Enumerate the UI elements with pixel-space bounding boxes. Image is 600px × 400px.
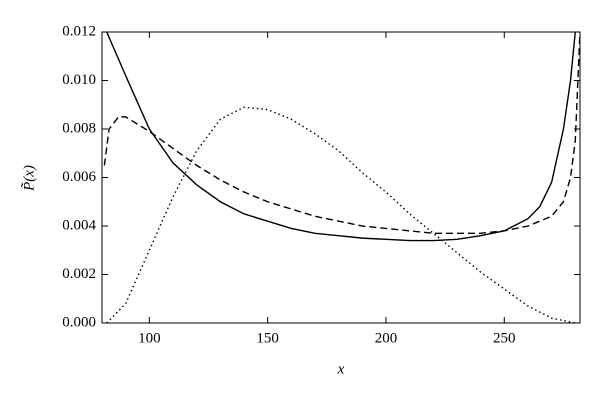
y-tick-label: 0.002: [62, 266, 96, 282]
line-series: [103, 32, 580, 234]
line-series: [106, 32, 576, 242]
line-series: [106, 106, 576, 323]
x-tick-label: 200: [375, 330, 398, 346]
y-tick-label: 0.006: [62, 169, 96, 185]
y-tick-label: 0.008: [62, 120, 96, 136]
y-tick-label: 0.004: [62, 217, 96, 233]
x-axis-label: x: [337, 361, 345, 377]
y-axis-label: P̃(x): [21, 165, 37, 192]
plot-frame: [101, 31, 581, 324]
y-tick-label: 0.012: [62, 23, 96, 39]
x-tick-label: 250: [493, 330, 516, 346]
x-tick-label: 150: [256, 330, 279, 346]
plot-area: [103, 32, 580, 323]
y-tick-label: 0.010: [62, 72, 96, 88]
x-tick-label: 100: [138, 330, 161, 346]
y-tick-label: 0.000: [62, 314, 96, 330]
